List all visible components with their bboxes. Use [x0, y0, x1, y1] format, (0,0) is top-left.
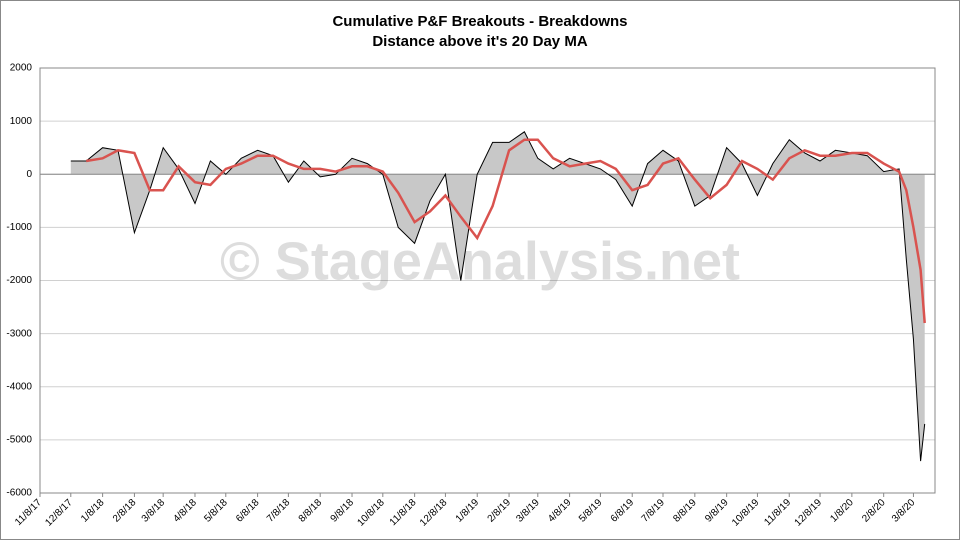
chart-subtitle: Distance above it's 20 Day MA: [372, 33, 587, 50]
series-line: [85, 138, 926, 324]
y-tick-label: 2000: [10, 63, 33, 74]
y-tick-label: -3000: [6, 328, 32, 339]
y-tick-label: -2000: [6, 275, 32, 286]
watermark: © StageAnalysis.net: [220, 231, 740, 291]
chart-title: Cumulative P&F Breakouts - Breakdowns: [332, 13, 627, 30]
y-tick-label: -6000: [6, 488, 32, 499]
y-tick-label: 1000: [10, 116, 33, 127]
series-area: [70, 131, 925, 462]
y-tick-label: -4000: [6, 381, 32, 392]
series-line: [70, 131, 926, 462]
y-tick-label: -5000: [6, 435, 32, 446]
y-tick-label: 0: [26, 169, 32, 180]
y-tick-label: -1000: [6, 222, 32, 233]
plot-border: [39, 67, 936, 494]
